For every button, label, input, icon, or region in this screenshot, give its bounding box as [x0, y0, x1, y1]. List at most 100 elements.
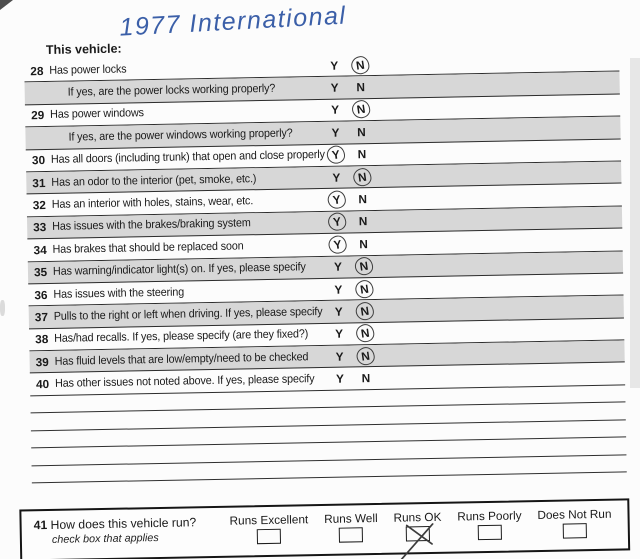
yes-mark[interactable]: Y	[335, 349, 344, 364]
question-number: 34	[33, 242, 47, 258]
question-text: If yes, are the power locks working prop…	[67, 82, 276, 99]
question-text: Pulls to the right or left when driving.…	[53, 305, 323, 323]
yes-mark[interactable]: Y	[334, 304, 343, 319]
scan-corner-artifact	[0, 0, 13, 10]
no-mark-circled[interactable]: N	[350, 99, 372, 120]
question-number: 29	[30, 108, 45, 123]
run-question-box: 41 How does this vehicle run? check box …	[19, 498, 631, 559]
option-checkbox[interactable]	[562, 523, 587, 539]
run-option: Runs Well	[324, 511, 378, 544]
notes-lines	[30, 385, 627, 484]
no-mark[interactable]: N	[357, 147, 367, 162]
run-question-text: 41 How does this vehicle run?	[34, 515, 226, 533]
question-number: 28	[30, 63, 44, 78]
yes-mark-circled[interactable]: Y	[327, 234, 348, 255]
no-mark[interactable]: N	[356, 80, 366, 95]
yes-mark-circled[interactable]: Y	[326, 211, 348, 233]
no-mark-circled[interactable]: N	[355, 345, 376, 367]
run-option: Runs Poorly	[457, 509, 522, 541]
no-mark-circled[interactable]: N	[355, 323, 376, 344]
question-text: Has/had recalls. If yes, please specify …	[54, 328, 309, 346]
run-question-note: check box that applies	[51, 532, 159, 547]
run-option: Runs OK	[393, 510, 442, 559]
yes-mark[interactable]: Y	[335, 371, 345, 386]
no-mark-circled[interactable]: N	[354, 278, 375, 299]
no-mark[interactable]: N	[359, 236, 368, 252]
question-number: 35	[33, 265, 48, 280]
no-mark-circled[interactable]: N	[350, 54, 371, 76]
question-number: 37	[34, 309, 49, 325]
question-text: If yes, are the power windows working pr…	[68, 127, 293, 144]
yes-mark[interactable]: Y	[335, 326, 344, 342]
question-number: 31	[32, 175, 46, 190]
question-number: 41	[33, 518, 48, 533]
no-mark[interactable]: N	[357, 124, 366, 140]
yes-mark[interactable]: Y	[331, 103, 340, 118]
scan-edge-artifact	[630, 58, 640, 388]
yes-mark[interactable]: Y	[333, 259, 343, 274]
question-number: 38	[35, 332, 49, 347]
yes-mark-circled[interactable]: Y	[325, 144, 347, 166]
run-option-label: Runs Excellent	[229, 512, 309, 529]
question-text: Has other issues not noted above. If yes…	[54, 373, 315, 391]
run-option: Does Not Run	[537, 507, 612, 539]
yes-mark[interactable]: Y	[334, 282, 343, 297]
no-mark[interactable]: N	[358, 192, 368, 207]
run-question: 41 How does this vehicle run? check box …	[34, 515, 226, 547]
no-mark-circled[interactable]: N	[354, 300, 375, 322]
run-option: Runs Excellent	[229, 513, 308, 545]
question-text: Has an interior with holes, stains, wear…	[51, 195, 254, 211]
no-mark-circled[interactable]: N	[352, 166, 373, 188]
option-checkbox[interactable]	[477, 525, 502, 541]
question-text: Has fluid levels that are low/empty/need…	[54, 350, 309, 368]
no-mark[interactable]: N	[361, 371, 371, 386]
question-number: 32	[32, 198, 47, 213]
question-number: 30	[31, 153, 46, 168]
yes-mark[interactable]: Y	[332, 170, 341, 185]
run-option-label: Runs Well	[324, 511, 378, 527]
question-text: Has issues with the brakes/braking syste…	[52, 217, 251, 234]
yes-mark-circled[interactable]: Y	[326, 189, 347, 210]
question-number: 33	[33, 220, 47, 235]
question-text: Has all doors (including trunk) that ope…	[50, 149, 325, 167]
run-options: Runs Excellent Runs Well Runs OK Runs Poorl…	[229, 507, 612, 559]
option-checkbox-checked[interactable]	[400, 523, 434, 559]
question-text: Has power locks	[49, 63, 127, 77]
scan-smudge-artifact	[0, 300, 5, 316]
question-text: Has power windows	[50, 107, 144, 122]
yes-mark[interactable]: Y	[331, 125, 340, 140]
question-number: 40	[35, 377, 50, 392]
no-mark-circled[interactable]: N	[353, 256, 375, 277]
question-text: Has warning/indicator light(s) on. If ye…	[52, 261, 306, 279]
run-option-label: Runs OK	[393, 510, 442, 526]
option-checkbox[interactable]	[257, 529, 282, 545]
questions-table: 28 Has power locks Y N If yes, are the power…	[24, 49, 626, 397]
no-mark[interactable]: N	[358, 214, 368, 229]
run-option-label: Runs Poorly	[457, 508, 522, 524]
yes-mark[interactable]: Y	[330, 80, 339, 95]
question-text: Has issues with the steering	[53, 286, 185, 301]
question-number: 39	[35, 354, 49, 369]
option-checkbox[interactable]	[339, 527, 364, 544]
question-text: Has an odor to the interior (pet, smoke,…	[51, 172, 257, 189]
vehicle-handwritten-value: 1977 International	[118, 1, 348, 42]
vehicle-label: This vehicle:	[45, 41, 122, 57]
yes-mark[interactable]: Y	[330, 58, 339, 73]
question-text: Has brakes that should be replaced soon	[52, 240, 244, 256]
